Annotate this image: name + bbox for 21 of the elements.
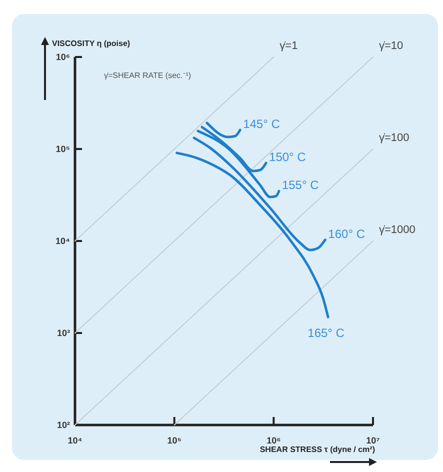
series-label: 160° C [328, 226, 366, 241]
x-tick-label: 10⁷ [366, 435, 380, 446]
y-tick-label: 10⁴ [56, 236, 70, 246]
y-axis-title: VISCOSITY η (poise) [52, 39, 130, 48]
series-label: γ̇=10 [379, 40, 404, 52]
annotation: γ̇=SHEAR RATE (sec.⁻¹) [104, 71, 192, 80]
y-tick-label: 10³ [56, 328, 70, 338]
x-tick-label: 10⁶ [266, 435, 281, 446]
x-axis-title: SHEAR STRESS τ (dyne / cm²) [260, 445, 376, 454]
series-label: 150° C [269, 150, 306, 164]
series-label: 155° C [282, 178, 320, 192]
series-label: 145° C [243, 116, 280, 131]
series-label: γ̇=1 [280, 40, 298, 52]
y-tick-label: 10⁶ [56, 52, 70, 62]
y-tick-label: 10⁵ [56, 144, 70, 154]
series-label: γ̇=100 [379, 132, 410, 144]
series-label: γ̇=1000 [379, 224, 416, 236]
x-tick-label: 10⁵ [167, 435, 182, 446]
series-label: 165° C [308, 326, 345, 340]
x-tick-label: 10⁴ [68, 435, 82, 446]
y-tick-label: 10² [56, 420, 70, 430]
